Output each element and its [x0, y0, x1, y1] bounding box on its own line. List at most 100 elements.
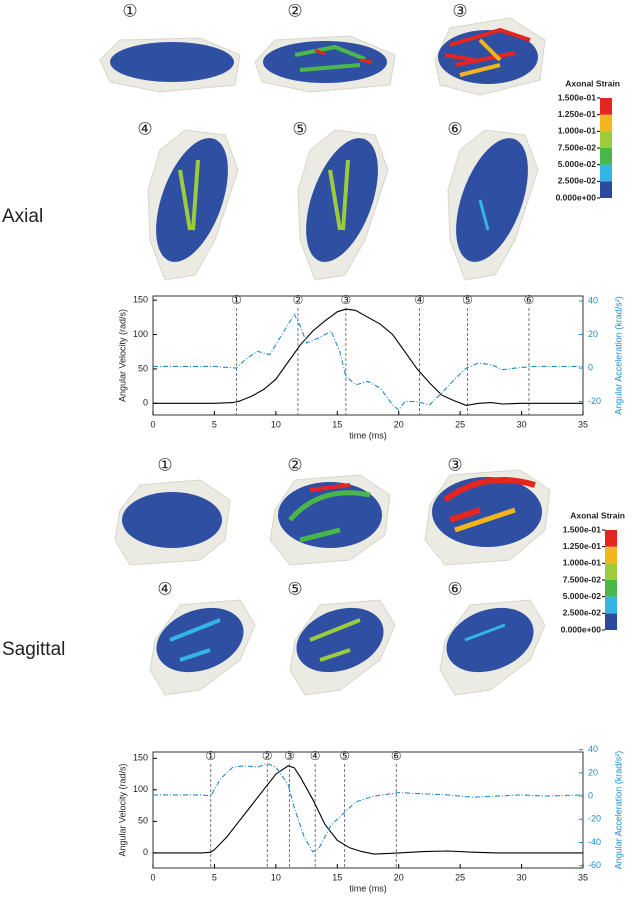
y-tick-label: 150: [133, 295, 148, 305]
marker-label: ④: [310, 749, 321, 763]
frame-label: ⑤: [292, 119, 307, 138]
y2-tick-label: 20: [588, 329, 598, 339]
series-line: [153, 308, 583, 406]
brain-fibers: [306, 138, 378, 262]
x-tick-label: 25: [455, 419, 465, 429]
brain-fibers: [110, 42, 234, 82]
x-tick-label: 15: [332, 419, 342, 429]
y2-tick-label: 0: [588, 790, 593, 800]
colorbar-tick-label: 1.000e-01: [558, 126, 597, 136]
frame-label: ②: [287, 455, 302, 474]
colorbar-segment: [600, 98, 612, 115]
brain-strain: [169, 618, 221, 662]
frame-label: ③: [452, 1, 467, 20]
brain-strain: [294, 44, 366, 72]
x-tick-label: 30: [517, 419, 527, 429]
y2-tick-label: -20: [588, 814, 601, 824]
x-tick-label: 20: [394, 872, 404, 882]
y-tick-label: 50: [138, 816, 148, 826]
colorbar-tick-label: 1.250e-01: [563, 541, 602, 551]
y2-tick-label: 40: [588, 744, 598, 754]
series-line: [153, 765, 583, 855]
marker-label: ②: [293, 293, 304, 307]
frame-label: ③: [447, 455, 462, 474]
y-tick-label: 100: [133, 329, 148, 339]
brain-fibers: [446, 607, 534, 673]
marker-label: ⑥: [391, 749, 402, 763]
y2-axis-label: Angular Acceleration (krad/s²): [613, 751, 623, 870]
frame-label: ②: [287, 1, 302, 20]
y-tick-label: 150: [133, 753, 148, 763]
colorbar-segment: [600, 114, 612, 132]
x-tick-label: 0: [150, 872, 155, 882]
plot-frame: [152, 295, 584, 416]
brain-fibers: [263, 41, 387, 83]
colorbar-tick-label: 0.000e+00: [561, 624, 602, 634]
marker-label: ①: [205, 749, 216, 763]
marker-label: ③: [341, 293, 352, 307]
y-axis-label: Angular Velocity (rad/s): [117, 763, 127, 856]
brain-strain: [444, 27, 531, 67]
brain-strain: [443, 477, 536, 523]
brain-strain: [478, 199, 490, 231]
frame-label: ④: [157, 579, 172, 598]
colorbar-tick-label: 7.500e-02: [558, 142, 597, 152]
brain-fibers: [122, 492, 222, 548]
y2-tick-label: -60: [588, 860, 601, 870]
x-tick-label: 10: [271, 872, 281, 882]
marker-label: ①: [231, 293, 242, 307]
section-label: Sagittal: [2, 639, 65, 660]
series-line: [153, 763, 584, 853]
colorbar-segment: [605, 563, 617, 580]
y2-tick-label: 20: [588, 767, 598, 777]
brain-strain: [328, 159, 350, 231]
colorbar-tick-label: 5.000e-02: [558, 159, 597, 169]
colorbar-segment: [605, 530, 617, 547]
x-tick-label: 30: [517, 872, 527, 882]
x-tick-label: 5: [212, 419, 217, 429]
section-label: Axial: [2, 206, 43, 227]
y2-tick-label: -20: [588, 396, 601, 406]
frame-label: ①: [157, 455, 172, 474]
y-tick-label: 50: [138, 363, 148, 373]
x-tick-label: 35: [578, 872, 588, 882]
marker-label: ②: [262, 749, 273, 763]
brain-fibers: [156, 138, 228, 262]
brain-fibers: [456, 138, 528, 262]
colorbar-segment: [605, 546, 617, 564]
brain-fibers: [296, 607, 384, 673]
colorbar-segment: [605, 613, 617, 630]
colorbar-title: Axonal Strain: [565, 78, 620, 88]
x-tick-label: 20: [394, 419, 404, 429]
colorbar-tick-label: 7.500e-02: [563, 574, 602, 584]
colorbar-tick-label: 0.000e+00: [556, 192, 597, 202]
y2-axis-label: Angular Acceleration (krad/s²): [613, 296, 623, 415]
x-tick-label: 0: [150, 419, 155, 429]
frame-label: ④: [137, 119, 152, 138]
brain-strain: [454, 507, 516, 533]
y2-tick-label: 0: [588, 362, 593, 372]
colorbar-segment: [600, 164, 612, 182]
brain-images: [99, 17, 551, 696]
brain-strain: [309, 483, 351, 492]
frame-label: ⑤: [287, 579, 302, 598]
colorbar-segment: [600, 131, 612, 148]
y2-tick-label: 40: [588, 295, 598, 305]
brain-fibers: [432, 477, 542, 547]
colorbar-tick-label: 1.500e-01: [563, 524, 602, 534]
y-axis-label: Angular Velocity (rad/s): [117, 309, 127, 402]
frame-label: ⑥: [447, 579, 462, 598]
colorbar-segment: [600, 148, 612, 165]
colorbar-segment: [605, 596, 617, 614]
x-tick-label: 10: [271, 419, 281, 429]
plot-frame: [152, 751, 584, 869]
frame-label: ①: [122, 1, 137, 20]
brain-strain: [314, 48, 373, 64]
colorbar-tick-label: 5.000e-02: [563, 591, 602, 601]
series-line: [153, 313, 583, 411]
y2-tick-label: -40: [588, 837, 601, 847]
brain-fibers: [278, 482, 382, 548]
x-axis-label: time (ms): [349, 883, 387, 893]
y-tick-label: 0: [143, 398, 148, 408]
